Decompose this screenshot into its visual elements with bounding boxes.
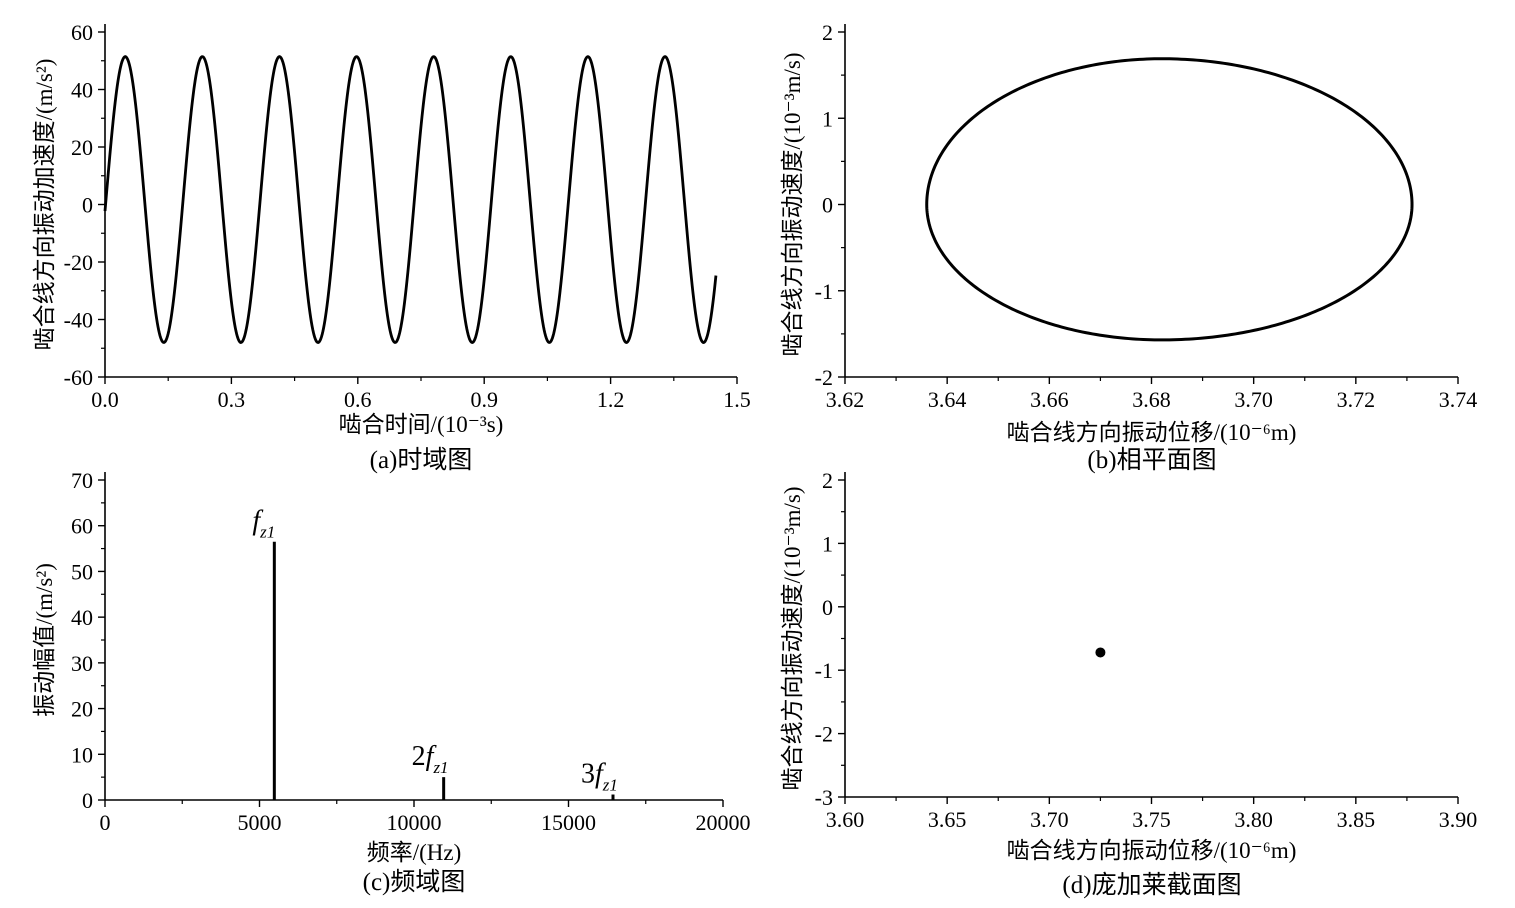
y-tick-label: 10	[71, 742, 93, 767]
y-tick-label: 50	[71, 559, 93, 584]
panel-d: 3.60 3.65 3.70 3.75 3.80 3.85 3.90 -3 -2 -1 0 1 2 啮合线…	[780, 468, 1477, 899]
y-tick-label: 1	[822, 106, 833, 131]
y-tick-label: 2	[822, 20, 833, 45]
peak-coefficient: 3	[581, 759, 595, 790]
phase-orbit	[925, 57, 1414, 342]
y-tick-label: 2	[822, 468, 833, 493]
x-axis-title: 啮合线方向振动位移/(10⁻⁶m)	[1007, 420, 1297, 445]
y-tick-label: 0	[82, 193, 93, 218]
y-tick-label: 40	[71, 78, 93, 103]
x-tick-label: 3.85	[1337, 807, 1376, 832]
y-axis-title: 啮合线方向振动加速度/(m/s²)	[32, 59, 57, 351]
y-tick-label: 20	[71, 135, 93, 160]
panel-caption: (b)相平面图	[1087, 446, 1216, 474]
x-tick-label: 3.62	[826, 387, 865, 412]
x-tick-label: 10000	[387, 810, 442, 835]
peak-coefficient: 2	[412, 741, 426, 772]
y-axis-title: 啮合线方向振动速度/(10⁻³m/s)	[780, 487, 805, 791]
peak-symbol: f	[252, 506, 263, 537]
x-tick-label: 0.9	[470, 387, 498, 412]
peak-label: 3fz1	[581, 759, 618, 795]
y-tick-label: -3	[815, 785, 833, 810]
x-tick-label: 0.0	[91, 387, 119, 412]
panel-caption: (a)时域图	[370, 446, 473, 474]
x-axis-title: 啮合时间/(10⁻³s)	[339, 412, 504, 437]
y-tick-label: -2	[815, 365, 833, 390]
y-tick-label: 70	[71, 468, 93, 493]
x-tick-label: 3.80	[1234, 807, 1273, 832]
y-tick-label: 60	[71, 20, 93, 45]
x-tick-label: 3.72	[1337, 387, 1376, 412]
peak-symbol: f	[426, 741, 437, 772]
y-tick-label: 0	[822, 193, 833, 218]
y-tick-label: 1	[822, 531, 833, 556]
x-tick-label: 3.64	[928, 387, 967, 412]
peak-subscript: z1	[602, 776, 618, 795]
x-tick-label: 1.2	[597, 387, 625, 412]
x-tick-label: 0	[100, 810, 111, 835]
x-tick-label: 5000	[238, 810, 282, 835]
y-tick-label: 60	[71, 514, 93, 539]
y-tick-label: -1	[815, 279, 833, 304]
x-tick-label: 1.5	[723, 387, 751, 412]
panel-caption: (c)频域图	[363, 868, 466, 896]
panel-b: 3.62 3.64 3.66 3.68 3.70 3.72 3.74 -2 -1 0 1 2 啮合线方向…	[780, 20, 1477, 474]
peak-label: fz1	[252, 506, 275, 542]
y-tick-label: 20	[71, 697, 93, 722]
series-line-acceleration	[103, 55, 718, 344]
x-axis-title: 啮合线方向振动位移/(10⁻⁶m)	[1007, 838, 1297, 863]
y-axis-title: 啮合线方向振动速度/(10⁻³m/s)	[780, 53, 805, 357]
panel-c: 0 5000 10000 15000 20000 0 10 20 30 40 50 60 70 频率/(H…	[32, 468, 751, 896]
x-tick-label: 15000	[541, 810, 596, 835]
x-axis-title: 频率/(Hz)	[367, 840, 462, 865]
x-tick-label: 3.60	[826, 807, 865, 832]
peak-subscript: z1	[259, 523, 275, 542]
y-tick-label: -1	[815, 658, 833, 683]
y-tick-label: -40	[64, 308, 93, 333]
y-tick-label: -20	[64, 250, 93, 275]
x-tick-label: 3.75	[1132, 807, 1171, 832]
x-tick-label: 3.68	[1132, 387, 1171, 412]
y-tick-label: -60	[64, 365, 93, 390]
peak-subscript: z1	[432, 758, 448, 777]
x-tick-label: 3.65	[928, 807, 967, 832]
peak-label: 2fz1	[412, 741, 449, 777]
x-tick-label: 3.70	[1234, 387, 1273, 412]
y-tick-label: 40	[71, 605, 93, 630]
x-tick-label: 0.3	[218, 387, 246, 412]
poincare-point	[1095, 647, 1106, 658]
peak-symbol: f	[595, 759, 606, 790]
panel-caption: (d)庞加莱截面图	[1062, 871, 1241, 899]
y-tick-label: 30	[71, 651, 93, 676]
y-tick-label: 0	[82, 788, 93, 813]
y-tick-label: -2	[815, 722, 833, 747]
x-tick-label: 3.70	[1030, 807, 1069, 832]
x-tick-label: 20000	[696, 810, 751, 835]
x-tick-label: 3.90	[1439, 807, 1478, 832]
y-tick-label: 0	[822, 595, 833, 620]
x-tick-label: 0.6	[344, 387, 372, 412]
x-tick-label: 3.74	[1439, 387, 1478, 412]
panel-a: 0.0 0.3 0.6 0.9 1.2 1.5 -60 -40 -20 0 20 40 60 啮合时间/(…	[32, 20, 751, 474]
y-axis-title: 振动幅值/(m/s²)	[32, 563, 57, 717]
x-tick-label: 3.66	[1030, 387, 1069, 412]
